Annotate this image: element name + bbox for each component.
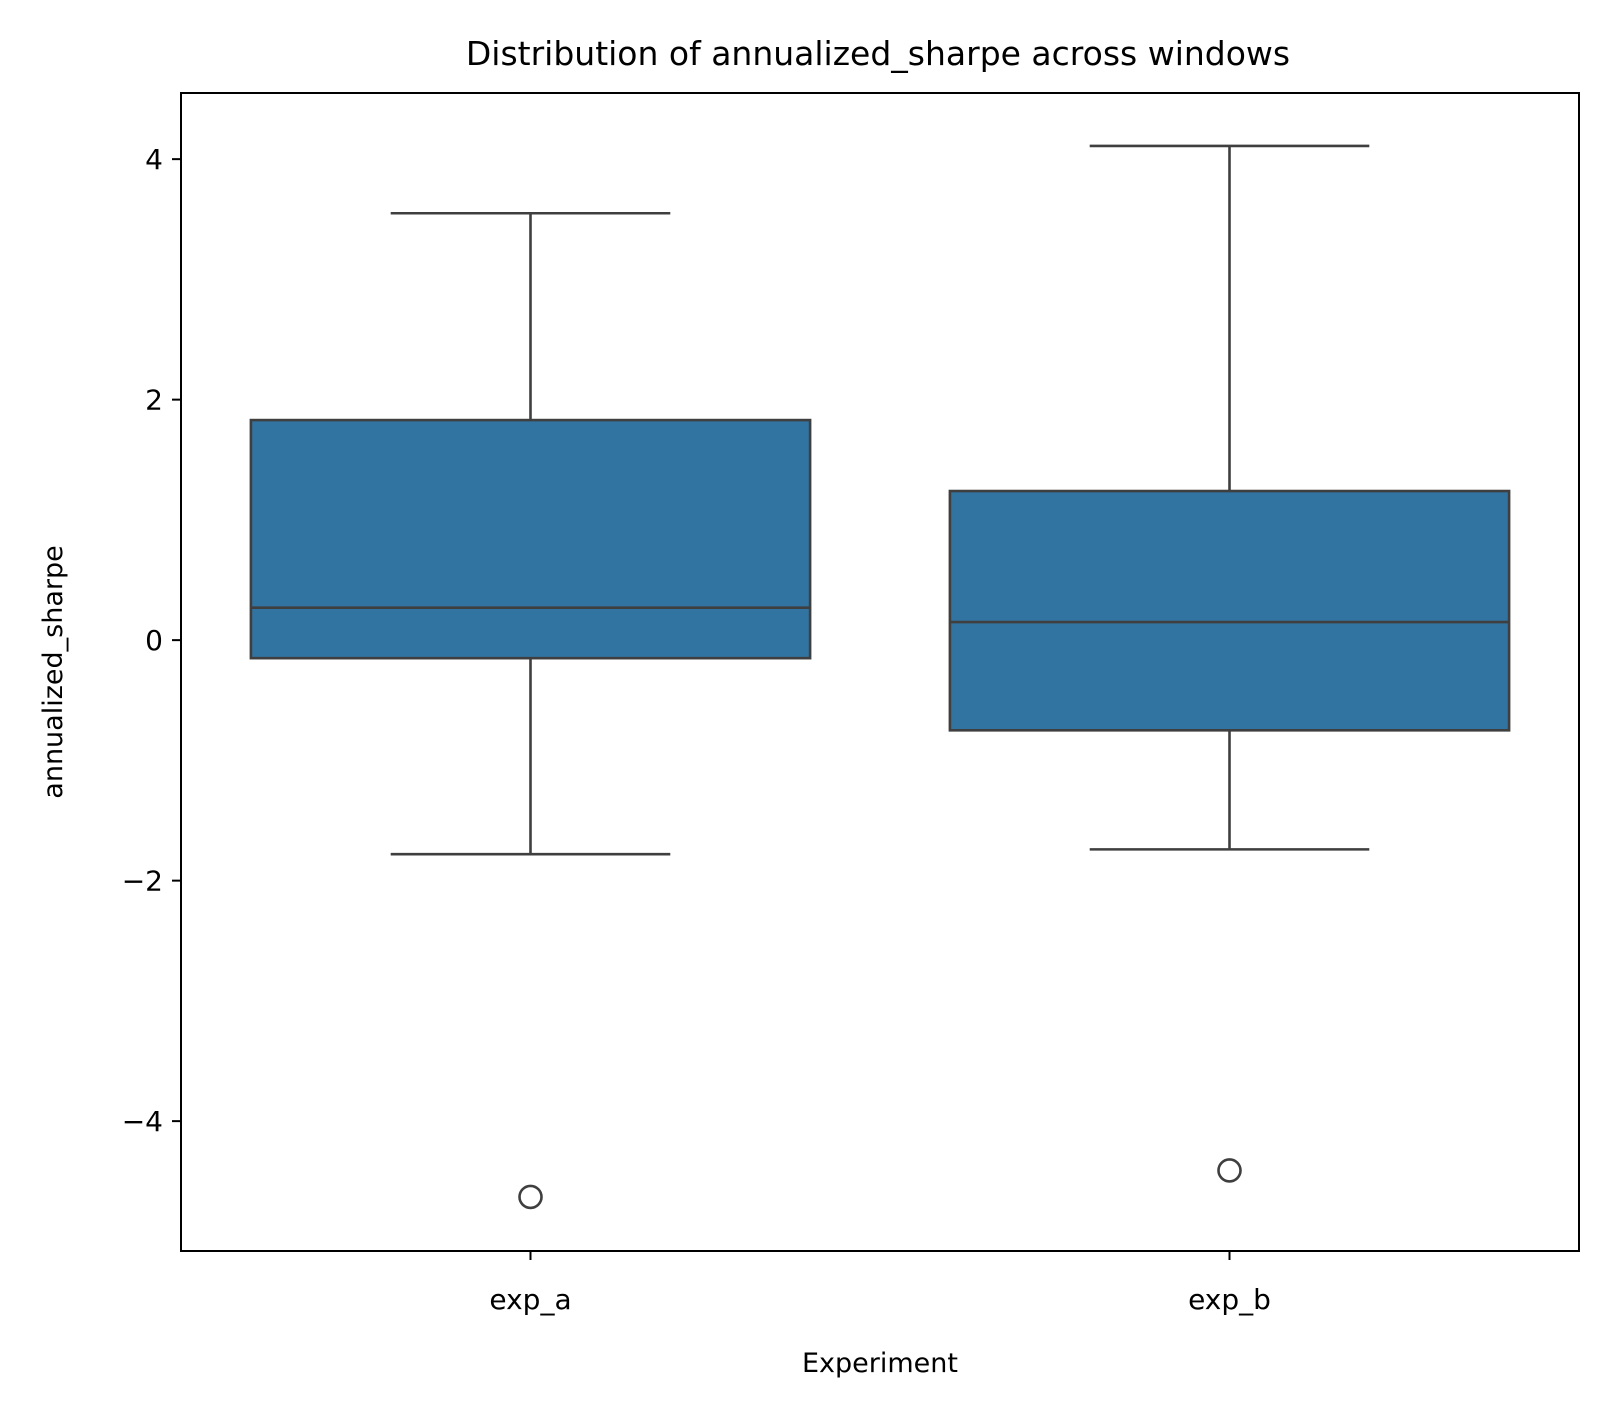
x-tick-label: exp_a (489, 1283, 571, 1316)
y-axis: −4 −2 0 2 4 (122, 143, 181, 1138)
axes-frame (180, 92, 1580, 1252)
box-exp_b (948, 144, 1511, 1183)
iqr-box (249, 418, 812, 660)
y-tick-label: −2 (122, 865, 163, 898)
x-tick-label: exp_b (1188, 1283, 1271, 1316)
y-tick-label: 0 (145, 624, 163, 657)
y-tick-label: −4 (122, 1105, 163, 1138)
y-axis-label: annualized_sharpe (38, 545, 69, 798)
box-exp_a (249, 211, 812, 1210)
y-tick-label: 2 (145, 384, 163, 417)
x-axis-label: Experiment (802, 1348, 958, 1379)
y-tick-label: 4 (145, 143, 163, 176)
iqr-box (948, 489, 1511, 732)
x-axis: exp_a exp_b (489, 1251, 1271, 1316)
outlier-point (518, 1184, 543, 1210)
plot-area (249, 144, 1511, 1210)
outlier-point (1217, 1158, 1242, 1183)
chart-title: Distribution of annualized_sharpe across… (466, 34, 1290, 73)
